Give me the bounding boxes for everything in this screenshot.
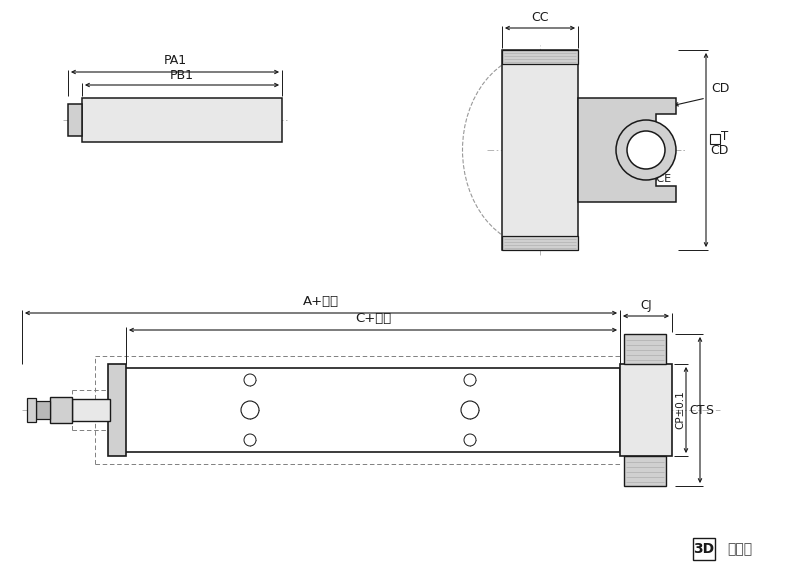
Polygon shape	[624, 334, 666, 364]
Polygon shape	[578, 98, 676, 202]
Bar	[110, 368, 620, 452]
Bar	[50, 397, 72, 423]
Bar	[693, 538, 715, 560]
Text: 3D: 3D	[693, 542, 715, 556]
Text: C+行程: C+行程	[355, 312, 391, 325]
Text: CD: CD	[711, 82, 729, 95]
Text: CT: CT	[689, 404, 704, 416]
Circle shape	[616, 120, 676, 180]
Bar	[502, 236, 578, 250]
Bar	[68, 104, 82, 136]
Circle shape	[464, 374, 476, 386]
Text: T: T	[721, 130, 728, 143]
Circle shape	[244, 374, 256, 386]
Bar	[108, 364, 126, 456]
Bar	[72, 399, 110, 421]
Bar	[502, 50, 578, 64]
Text: CP±0.1: CP±0.1	[675, 390, 685, 429]
Text: S: S	[705, 404, 713, 416]
Text: CJ: CJ	[640, 299, 652, 312]
Circle shape	[627, 131, 665, 169]
Circle shape	[461, 401, 479, 419]
Text: CD: CD	[710, 143, 728, 157]
Text: 零部件: 零部件	[727, 542, 752, 556]
Text: PB1: PB1	[170, 69, 194, 82]
Text: CC: CC	[531, 11, 548, 24]
Circle shape	[464, 434, 476, 446]
Circle shape	[241, 401, 259, 419]
Text: PA1: PA1	[163, 54, 186, 67]
Bar	[502, 50, 578, 250]
Bar	[36, 401, 50, 419]
Bar	[27, 398, 36, 422]
Circle shape	[244, 434, 256, 446]
Bar	[82, 98, 282, 142]
Text: A+行程: A+行程	[303, 295, 339, 308]
Polygon shape	[624, 456, 666, 486]
Bar	[710, 134, 720, 144]
Bar	[620, 364, 672, 456]
Text: φCE: φCE	[649, 174, 671, 184]
